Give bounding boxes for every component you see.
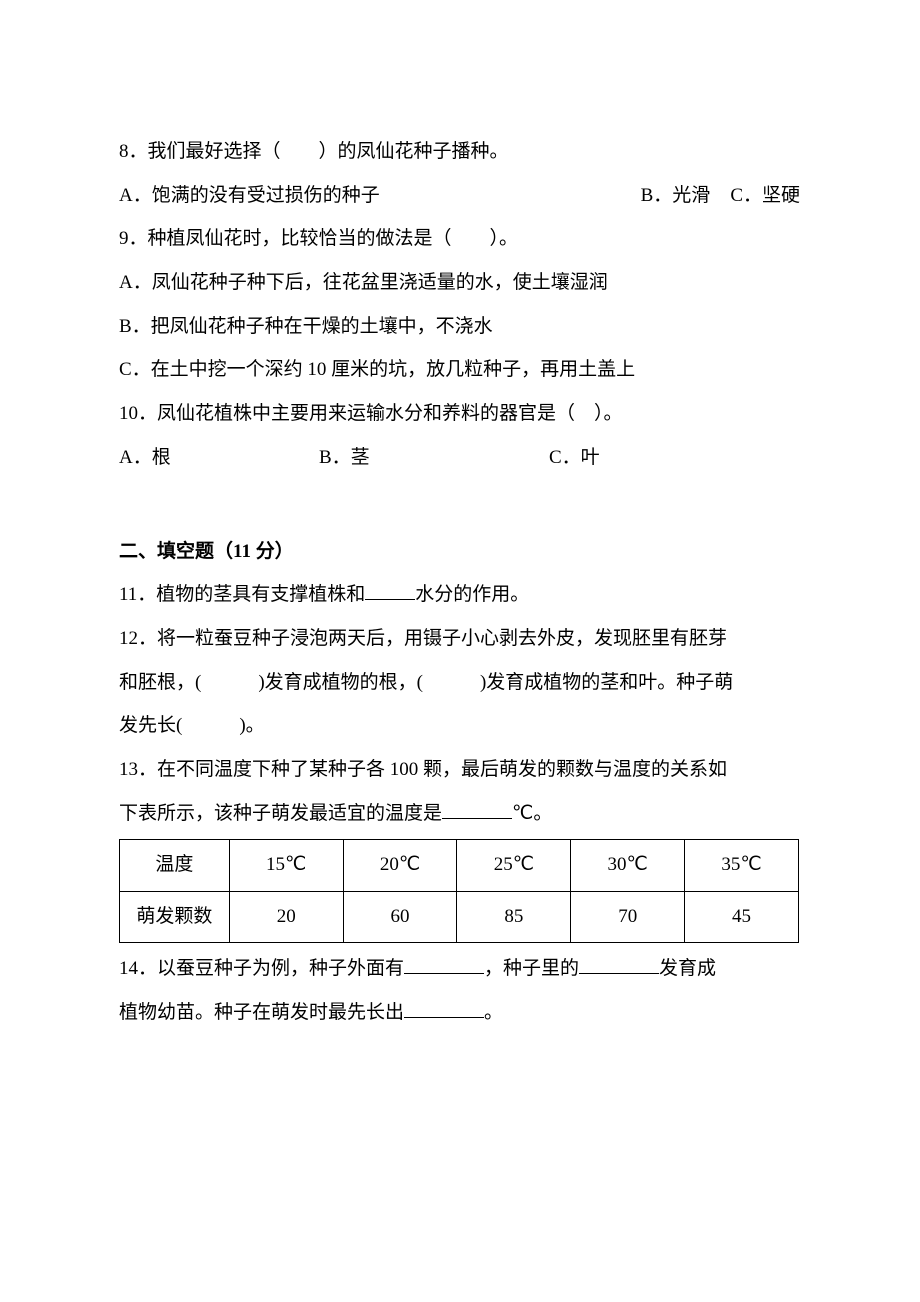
- question-10: 10．凤仙花植株中主要用来运输水分和养料的器官是（ ）。: [119, 392, 800, 436]
- q14-line2a: 植物幼苗。种子在萌发时最先长出: [119, 1002, 404, 1023]
- q13-blank: [442, 818, 512, 819]
- td-20: 60: [343, 891, 457, 942]
- td-30: 70: [571, 891, 685, 942]
- q10-option-a: A．根: [119, 436, 319, 480]
- th-label: 温度: [120, 840, 230, 891]
- q14-blank-2: [579, 973, 659, 974]
- q13-line2b: ℃。: [512, 803, 552, 824]
- q9-option-a: A．凤仙花种子种下后，往花盆里浇适量的水，使土壤湿润: [119, 261, 800, 305]
- q14-pre: 14．以蚕豆种子为例，种子外面有: [119, 958, 404, 979]
- td-25: 85: [457, 891, 571, 942]
- q12-line2: 和胚根，( )发育成植物的根，( )发育成植物的茎和叶。种子萌: [119, 661, 800, 705]
- q10-option-b: B．茎: [319, 436, 549, 480]
- question-10-options: A．根 B．茎 C．叶: [119, 436, 800, 480]
- q8-option-b: B．光滑: [641, 174, 711, 218]
- table-header-row: 温度 15℃ 20℃ 25℃ 30℃ 35℃: [120, 840, 799, 891]
- q14-blank-3: [404, 1017, 484, 1018]
- q11-pre: 11．植物的茎具有支撑植株和: [119, 584, 365, 605]
- q12-line1: 12．将一粒蚕豆种子浸泡两天后，用镊子小心剥去外皮，发现胚里有胚芽: [119, 617, 800, 661]
- q12-line3: 发先长( )。: [119, 704, 800, 748]
- question-13: 13．在不同温度下种了某种子各 100 颗，最后萌发的颗数与温度的关系如 下表所…: [119, 748, 800, 835]
- td-label: 萌发颗数: [120, 891, 230, 942]
- td-35: 45: [685, 891, 799, 942]
- th-25: 25℃: [457, 840, 571, 891]
- q13-line2a: 下表所示，该种子萌发最适宜的温度是: [119, 803, 442, 824]
- question-11: 11．植物的茎具有支撑植株和 水分的作用。: [119, 573, 800, 617]
- question-9: 9．种植凤仙花时，比较恰当的做法是（ ）。: [119, 217, 800, 261]
- th-15: 15℃: [229, 840, 343, 891]
- q14-blank-1: [404, 973, 484, 974]
- q14-line2b: 。: [484, 1002, 503, 1023]
- question-12: 12．将一粒蚕豆种子浸泡两天后，用镊子小心剥去外皮，发现胚里有胚芽 和胚根，( …: [119, 617, 800, 748]
- section-2-header: 二、填空题（11 分）: [119, 530, 800, 574]
- q11-post: 水分的作用。: [415, 584, 529, 605]
- q9-option-b: B．把凤仙花种子种在干燥的土壤中，不浇水: [119, 305, 800, 349]
- th-30: 30℃: [571, 840, 685, 891]
- q8-option-a: A．饱满的没有受过损伤的种子: [119, 174, 380, 218]
- td-15: 20: [229, 891, 343, 942]
- q10-option-c: C．叶: [549, 436, 600, 480]
- q13-line1: 13．在不同温度下种了某种子各 100 颗，最后萌发的颗数与温度的关系如: [119, 748, 800, 792]
- q14-post1: 发育成: [659, 958, 716, 979]
- th-20: 20℃: [343, 840, 457, 891]
- germination-table: 温度 15℃ 20℃ 25℃ 30℃ 35℃ 萌发颗数 20 60 85 70 …: [119, 839, 799, 943]
- q9-option-c: C．在土中挖一个深约 10 厘米的坑，放几粒种子，再用土盖上: [119, 348, 800, 392]
- th-35: 35℃: [685, 840, 799, 891]
- q8-option-c: C．坚硬: [730, 174, 800, 218]
- q14-mid: ，种子里的: [484, 958, 579, 979]
- question-8-options: A．饱满的没有受过损伤的种子 B．光滑 C．坚硬: [119, 174, 800, 218]
- q11-blank: [365, 599, 415, 600]
- question-14: 14．以蚕豆种子为例，种子外面有 ，种子里的 发育成 植物幼苗。种子在萌发时最先长出…: [119, 947, 800, 1034]
- question-8: 8．我们最好选择（ ）的凤仙花种子播种。: [119, 130, 800, 174]
- table-data-row: 萌发颗数 20 60 85 70 45: [120, 891, 799, 942]
